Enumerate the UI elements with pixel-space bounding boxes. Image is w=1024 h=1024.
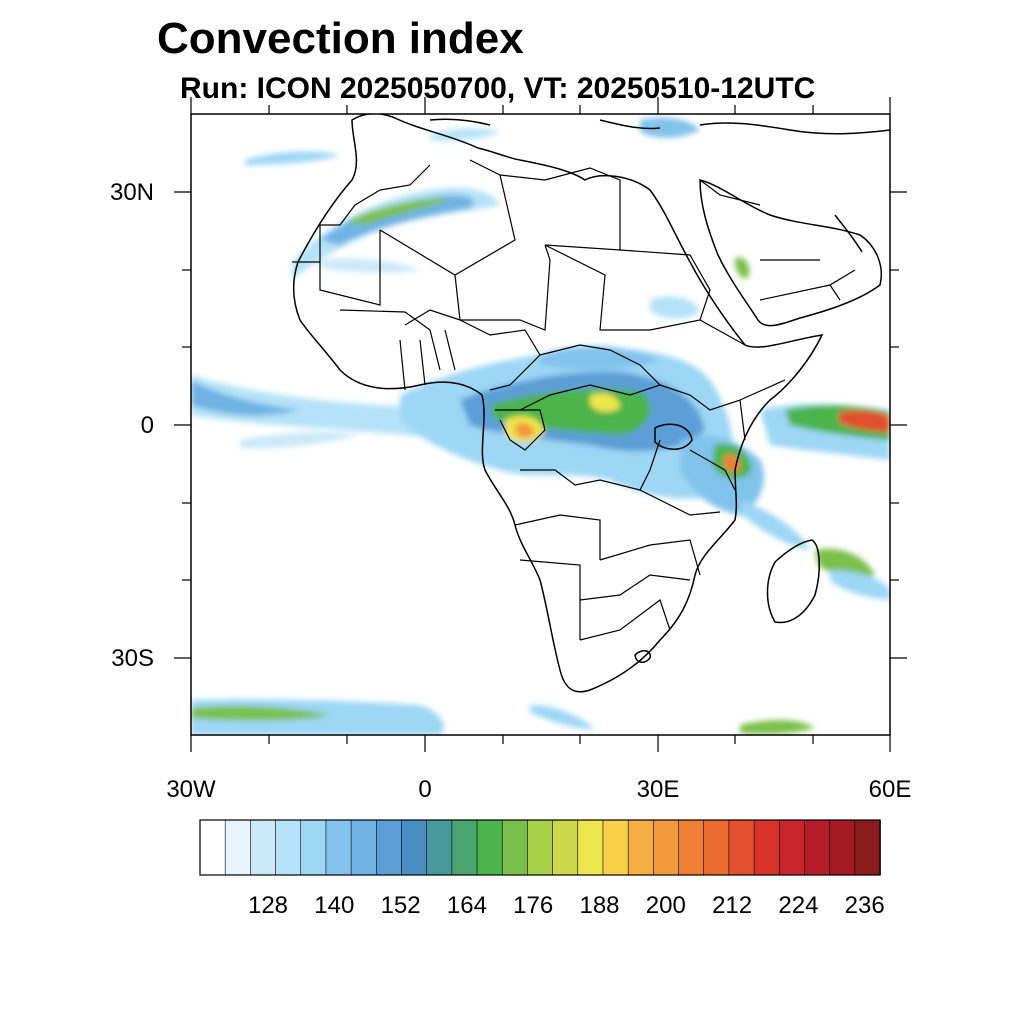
field-eq-atlantic-south	[240, 432, 360, 449]
x-tick-label: 60E	[869, 776, 912, 803]
field-n-atlantic	[245, 151, 340, 165]
colorbar-swatch	[577, 819, 604, 876]
lake-victoria	[654, 423, 693, 450]
chart-title: Convection index	[157, 14, 524, 63]
axis-ticks	[174, 97, 907, 752]
x-tick-label: 30E	[637, 776, 680, 803]
persian-gulf-coast	[834, 214, 863, 253]
field-sw-indian-patch	[740, 720, 815, 735]
colorbar-swatch	[627, 819, 655, 876]
colorbar-label: 212	[712, 892, 752, 919]
field-sudan-patch	[650, 296, 700, 319]
colorbar-swatch	[829, 819, 856, 876]
field-sahara-streak	[320, 258, 420, 273]
y-tick-label: 30S	[111, 645, 154, 672]
madagascar-coastline	[766, 539, 820, 624]
colorbar-swatch	[527, 819, 554, 876]
border-western-sahara	[292, 189, 381, 263]
colorbar-swatch	[199, 819, 226, 876]
border-algeria-mali	[379, 174, 516, 276]
colorbar-swatch	[300, 819, 327, 876]
field-arabia-patch	[734, 257, 750, 279]
field-mediterranean	[430, 128, 500, 141]
africa-coastline	[293, 114, 824, 693]
border-west-africa	[339, 309, 456, 391]
colorbar-label: 224	[778, 892, 818, 919]
border-maghreb	[379, 159, 501, 191]
coastlines	[293, 114, 890, 693]
colorbar-swatch	[678, 819, 705, 876]
border-mauritania	[319, 230, 381, 306]
field-s-africa-patch	[530, 705, 595, 730]
border-congo-gabon	[495, 409, 546, 451]
colorbar-labels: 128 140 152 164 176 188 200 212 224 236	[248, 892, 885, 919]
border-southern-africa	[519, 559, 691, 641]
colorbar-label: 200	[646, 892, 686, 919]
field-mozambique-ch	[740, 500, 810, 550]
colorbar-swatch	[552, 819, 579, 876]
border-nigeria-cameroon	[459, 319, 541, 391]
colorbar-label: 236	[845, 892, 885, 919]
field-s-atlantic-green	[191, 705, 330, 721]
colorbar-swatch	[653, 819, 680, 876]
x-tick-label: 0	[418, 776, 431, 803]
colorbar-swatch	[778, 819, 806, 876]
y-tick-label: 30N	[110, 179, 154, 206]
colorbar-label: 128	[248, 892, 288, 919]
colorbar-swatch	[250, 819, 277, 876]
colorbar-swatch	[501, 819, 529, 876]
colorbar	[199, 819, 881, 876]
border-arabia	[699, 179, 856, 301]
border-drc-angola	[514, 439, 661, 560]
colorbar-swatch	[728, 819, 755, 876]
border-sudan	[544, 244, 711, 331]
field-drc-yellow	[590, 393, 620, 412]
border-east-africa	[659, 319, 786, 491]
colorbar-label: 140	[314, 892, 354, 919]
colorbar-swatch	[350, 819, 378, 876]
field-eq-atlantic-core	[191, 380, 300, 416]
colorbar-frame	[199, 819, 881, 876]
field-levant-patch	[640, 117, 700, 138]
colorbar-swatch	[275, 819, 302, 876]
colorbar-label: 164	[447, 892, 487, 919]
colorbar-swatch	[426, 819, 453, 876]
country-borders	[292, 159, 856, 641]
colorbar-swatch	[451, 819, 478, 876]
border-tanzania-zambia	[599, 489, 721, 576]
colorbar-swatch	[804, 819, 831, 876]
border-niger-chad	[404, 244, 551, 331]
europe-coastline	[429, 118, 890, 135]
colorbar-swatch	[476, 819, 504, 876]
field-nw-africa-core	[320, 195, 474, 245]
colorbar-swatch	[602, 819, 629, 876]
field-indian-ocean-se	[830, 570, 890, 600]
chart-subtitle: Run: ICON 2025050700, VT: 20250510-12UTC	[180, 72, 816, 105]
field-sahel-patch	[540, 345, 660, 370]
colorbar-swatch	[325, 819, 352, 876]
southern-africa-lake	[634, 650, 651, 663]
x-tick-label: 30W	[166, 776, 216, 803]
colorbar-swatch	[224, 819, 252, 876]
convection-field	[191, 117, 890, 735]
colorbar-swatch	[753, 819, 781, 876]
colorbar-swatch	[703, 819, 730, 876]
field-nw-africa-green	[345, 198, 450, 225]
y-tick-label: 0	[141, 412, 154, 439]
arabia-coastline	[699, 179, 882, 327]
field-congo-orange	[515, 423, 535, 438]
field-indian-ocean-hot	[838, 410, 890, 432]
colorbar-swatch	[854, 819, 881, 876]
colorbar-swatch	[375, 819, 403, 876]
border-libya-egypt	[499, 167, 621, 251]
colorbar-swatch	[401, 819, 428, 876]
colorbar-label: 152	[381, 892, 421, 919]
colorbar-label: 188	[579, 892, 619, 919]
colorbar-label: 176	[513, 892, 553, 919]
